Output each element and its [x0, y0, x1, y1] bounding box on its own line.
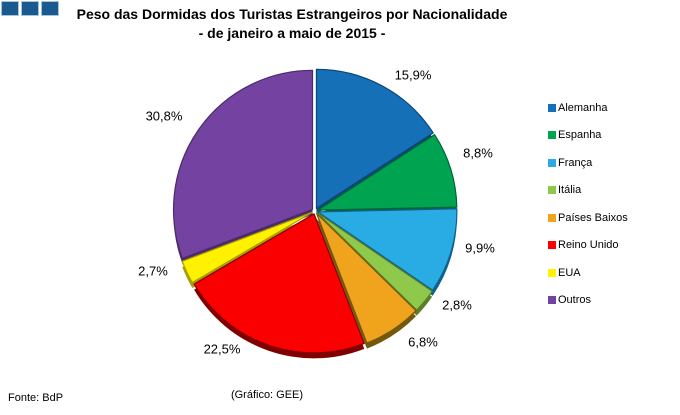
chart-title-line1: Peso das Dormidas dos Turistas Estrangei…	[76, 6, 508, 22]
logo-squares	[1, 1, 59, 16]
legend-label: Países Baixos	[558, 211, 628, 224]
pie-slice-fran-a	[317, 208, 458, 291]
slice-label: 8,8%	[463, 145, 493, 161]
legend-label: EUA	[558, 266, 581, 279]
chart-legend: Alemanha Espanha França Itália Países Baixos…	[548, 94, 628, 314]
legend-item: Alemanha	[548, 94, 628, 122]
pie-slice-eua	[181, 211, 313, 284]
legend-item: EUA	[548, 259, 628, 287]
legend-label: Outros	[558, 294, 592, 307]
legend-label: França	[558, 156, 593, 169]
legend-label: Alemanha	[558, 101, 608, 114]
legend-label: Itália	[558, 184, 582, 197]
source-note: Fonte: BdP	[8, 392, 64, 404]
pie-slice-reino-unido	[193, 213, 365, 354]
legend-swatch-icon	[548, 296, 556, 305]
legend-item: Espanha	[548, 122, 628, 150]
legend-swatch-icon	[548, 241, 556, 250]
pie-slice-pa-ses-baixos	[316, 212, 417, 344]
chart-title: Peso das Dormidas dos Turistas Estrangei…	[0, 5, 584, 43]
slice-label: 9,9%	[465, 240, 495, 256]
pie-slices-layer	[172, 68, 458, 354]
legend-swatch-icon	[548, 158, 556, 167]
legend-item: França	[548, 149, 628, 177]
slice-label: 2,7%	[138, 263, 168, 279]
legend-label: Reino Unido	[558, 239, 619, 252]
slice-label: 2,8%	[442, 297, 472, 313]
logo-square-icon	[1, 1, 19, 16]
legend-label: Espanha	[558, 129, 602, 142]
legend-swatch-icon	[548, 131, 556, 140]
chart-title-line2: - de janeiro a maio de 2015 -	[198, 25, 386, 41]
legend-item: Reino Unido	[548, 232, 628, 260]
logo-square-icon	[21, 1, 39, 16]
slice-label: 15,9%	[394, 67, 432, 83]
legend-item: Itália	[548, 177, 628, 205]
slice-label: 22,5%	[203, 341, 241, 357]
legend-item: Outros	[548, 287, 628, 315]
logo-square-icon	[41, 1, 59, 16]
legend-swatch-icon	[548, 268, 556, 277]
legend-swatch-icon	[548, 186, 556, 195]
legend-swatch-icon	[548, 103, 556, 112]
pie-slice-it-lia	[316, 212, 433, 311]
slice-label: 6,8%	[408, 334, 438, 350]
legend-item: Países Baixos	[548, 204, 628, 232]
pie-slice-espanha	[317, 134, 458, 211]
pie-slice-outros	[172, 69, 314, 259]
credit-note: (Gráfico: GEE)	[230, 389, 304, 401]
pie-slice-alemanha	[315, 68, 434, 209]
legend-swatch-icon	[548, 213, 556, 222]
slice-label: 30,8%	[145, 108, 183, 124]
